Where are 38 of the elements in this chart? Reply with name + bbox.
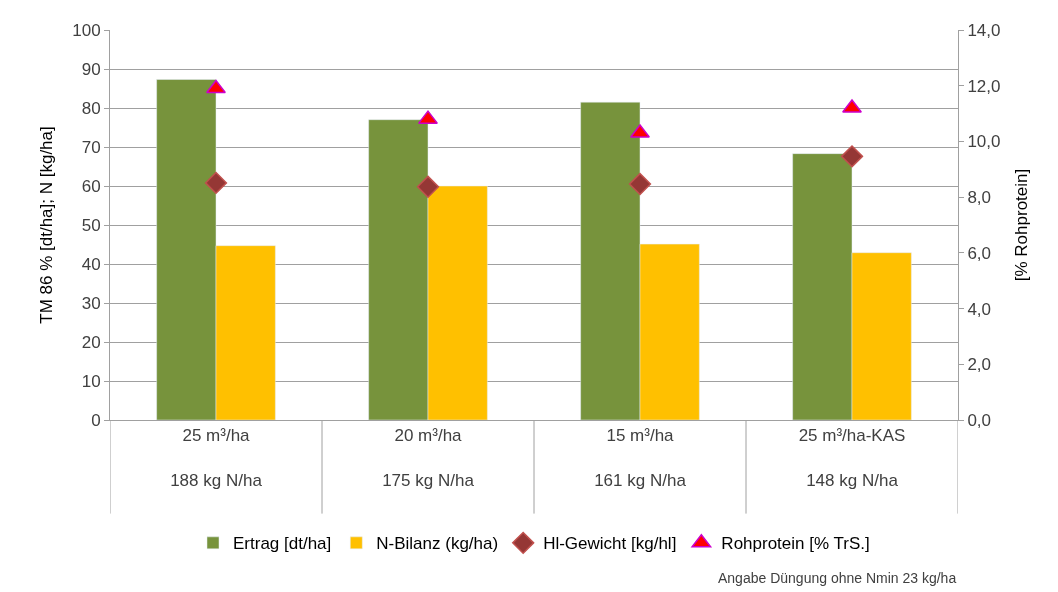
point [840, 145, 864, 168]
y2-tick-label: 12,0 [967, 76, 1001, 96]
point [630, 124, 650, 138]
category-label: 20 m³/ha 175 kg N/ha [382, 426, 474, 490]
text: Angabe Düngung ohne Nmin 23 kg/ha [718, 570, 957, 586]
y-tick-label: 80 [81, 98, 101, 118]
y-tick-label: 50 [81, 215, 101, 235]
y2-tick-label: 10,0 [967, 132, 1001, 152]
point [842, 99, 862, 113]
y2-tick-label: 14,0 [967, 20, 1001, 40]
category-label: 25 m³/ha-KAS 148 kg N/ha [798, 426, 906, 490]
legend-label: Rohprotein [% TrS.] [721, 534, 870, 554]
y-axis-title: TM 86 % [dt/ha]; N [kg/ha] [36, 126, 56, 324]
point [204, 171, 228, 195]
y2-tick-label: 2,0 [967, 355, 992, 375]
point [416, 175, 440, 198]
point [206, 79, 226, 94]
y-tick-label: 90 [81, 59, 101, 79]
point [628, 172, 652, 196]
point [418, 110, 438, 124]
category-label: 25 m³/ha 188 kg N/ha [170, 426, 262, 490]
y2-tick-label: 6,0 [967, 243, 992, 263]
y2-tick-label: 4,0 [967, 299, 992, 319]
legend-label: Hl-Gewicht [kg/hl] [543, 534, 677, 554]
y-tick-label: 30 [81, 293, 101, 313]
y2-tick-label: 0,0 [967, 410, 992, 430]
y-tick-label: 70 [81, 137, 101, 157]
y-tick-label: 40 [81, 254, 101, 274]
legend-label: N-Bilanz (kg/ha) [376, 534, 499, 554]
y2-axis-title: [% Rohprotein] [1011, 168, 1031, 282]
y-tick-label: 10 [81, 371, 101, 391]
legend-label: Ertrag [dt/ha] [233, 534, 332, 554]
category-label: 15 m³/ha 161 kg N/ha [594, 426, 686, 490]
y2-tick-label: 8,0 [967, 188, 992, 208]
y-tick-label: 60 [81, 176, 101, 196]
y-tick-label: 100 [72, 20, 101, 40]
y-tick-label: 20 [81, 332, 101, 352]
y-tick-label: 0 [91, 410, 101, 430]
